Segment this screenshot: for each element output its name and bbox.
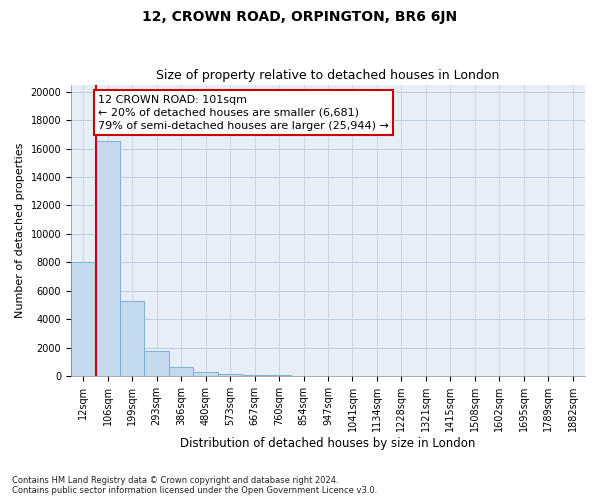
Bar	[120, 301, 145, 376]
Text: 12 CROWN ROAD: 101sqm
← 20% of detached houses are smaller (6,681)
79% of semi-d: 12 CROWN ROAD: 101sqm ← 20% of detached …	[98, 94, 389, 131]
Text: 12, CROWN ROAD, ORPINGTON, BR6 6JN: 12, CROWN ROAD, ORPINGTON, BR6 6JN	[142, 10, 458, 24]
Bar	[95, 142, 120, 376]
Y-axis label: Number of detached properties: Number of detached properties	[15, 142, 25, 318]
Text: Contains HM Land Registry data © Crown copyright and database right 2024.
Contai: Contains HM Land Registry data © Crown c…	[12, 476, 377, 495]
Bar	[193, 372, 218, 376]
X-axis label: Distribution of detached houses by size in London: Distribution of detached houses by size …	[181, 437, 476, 450]
Bar	[71, 262, 95, 376]
Bar	[242, 375, 267, 376]
Title: Size of property relative to detached houses in London: Size of property relative to detached ho…	[157, 69, 500, 82]
Bar	[218, 374, 242, 376]
Bar	[169, 368, 193, 376]
Bar	[145, 352, 169, 376]
